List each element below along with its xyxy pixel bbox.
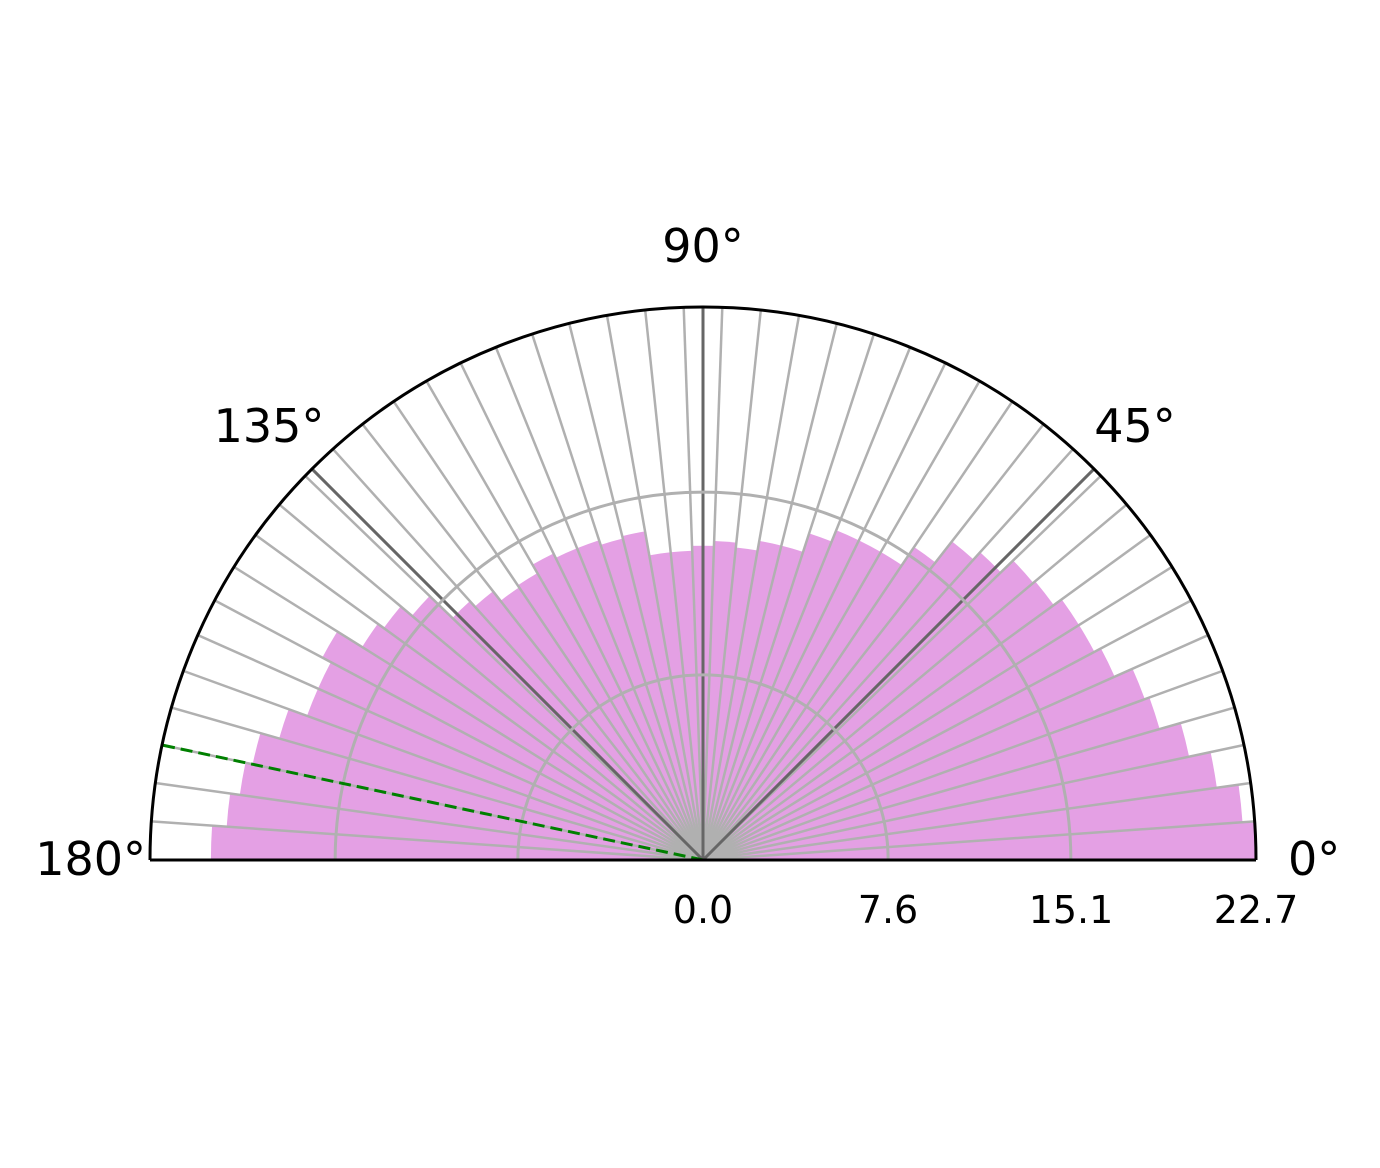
spoke-172 xyxy=(155,781,704,862)
angle-tick-label-90: 90° xyxy=(662,219,744,273)
spoke-124 xyxy=(392,400,705,861)
spoke-88 xyxy=(701,307,724,861)
spoke-36 xyxy=(702,533,1152,862)
bar-bin-48 xyxy=(703,541,974,860)
spoke-24 xyxy=(702,633,1209,862)
spoke-136 xyxy=(304,474,704,861)
spoke-116 xyxy=(459,362,705,861)
spoke-128 xyxy=(361,423,704,861)
spoke-140 xyxy=(278,503,704,861)
bar-bin-20 xyxy=(703,668,1145,860)
spoke-64 xyxy=(701,362,947,861)
spoke-144 xyxy=(254,533,704,862)
spoke-48 xyxy=(702,448,1074,861)
spoke-32 xyxy=(702,565,1173,862)
spoke-20 xyxy=(702,669,1224,862)
bar-bin-140 xyxy=(383,606,703,860)
bar-bin-120 xyxy=(517,573,703,860)
spoke-4 xyxy=(702,820,1255,862)
spoke-152 xyxy=(214,599,704,862)
spoke-100 xyxy=(605,315,705,861)
spoke-44 xyxy=(702,474,1102,861)
bar-bin-36 xyxy=(703,581,1054,860)
angle-tick-label-45: 45° xyxy=(1094,399,1176,453)
spoke-12 xyxy=(702,743,1245,862)
bar-bin-44 xyxy=(703,552,1001,860)
spoke-72 xyxy=(701,333,876,861)
spoke-40 xyxy=(702,503,1128,861)
bar-bin-60 xyxy=(703,540,881,860)
grid-layer xyxy=(151,307,1255,862)
spoke-68 xyxy=(701,346,912,861)
spoke-160 xyxy=(182,669,704,862)
radial-tick-label-0: 0.0 xyxy=(673,888,733,932)
spoke-164 xyxy=(171,706,704,862)
bar-bin-56 xyxy=(703,551,902,860)
spoke-28 xyxy=(702,599,1192,862)
major-spoke-45 xyxy=(701,467,1096,862)
spoke-156 xyxy=(197,633,704,862)
outer-arc xyxy=(148,305,1258,861)
spoke-132 xyxy=(332,448,704,861)
major-spoke-135 xyxy=(310,467,705,862)
spoke-176 xyxy=(151,820,704,862)
spoke-56 xyxy=(701,400,1014,861)
spoke-120 xyxy=(425,380,705,861)
reference-dashed-line xyxy=(161,743,704,862)
spoke-52 xyxy=(702,423,1045,861)
spoke-16 xyxy=(702,706,1235,862)
radial-ring-1 xyxy=(516,673,890,861)
radial-tick-label-3: 22.7 xyxy=(1214,888,1299,932)
spoke-104 xyxy=(568,323,705,861)
spoke-96 xyxy=(643,309,705,861)
bar-bin-52 xyxy=(703,546,936,860)
reference-line-layer xyxy=(161,743,704,862)
angle-tick-label-0: 0° xyxy=(1288,832,1340,886)
bar-bin-136 xyxy=(411,596,703,860)
spoke-148 xyxy=(233,565,704,862)
bar-bin-32 xyxy=(703,599,1080,860)
bar-bin-28 xyxy=(703,625,1095,860)
bar-bin-24 xyxy=(703,648,1115,860)
spoke-8 xyxy=(702,781,1251,862)
bar-bin-148 xyxy=(322,631,703,860)
bar-bin-124 xyxy=(500,587,703,860)
radial-tick-label-2: 15.1 xyxy=(1029,888,1114,932)
bar-bin-40 xyxy=(703,560,1034,860)
bar-bin-116 xyxy=(532,553,703,860)
spoke-108 xyxy=(530,333,705,861)
spoke-84 xyxy=(701,309,763,861)
spoke-80 xyxy=(701,315,801,861)
spoke-60 xyxy=(701,380,981,861)
spoke-92 xyxy=(682,307,705,861)
frame-layer xyxy=(148,305,1258,862)
angle-tick-label-135: 135° xyxy=(214,399,325,453)
bar-bin-152 xyxy=(317,662,703,860)
bar-bin-144 xyxy=(362,623,703,860)
radial-tick-label-1: 7.6 xyxy=(858,888,918,932)
spoke-112 xyxy=(494,346,705,861)
angle-tick-label-180: 180° xyxy=(35,832,146,886)
spoke-76 xyxy=(701,323,838,861)
bar-bin-128 xyxy=(474,591,703,860)
